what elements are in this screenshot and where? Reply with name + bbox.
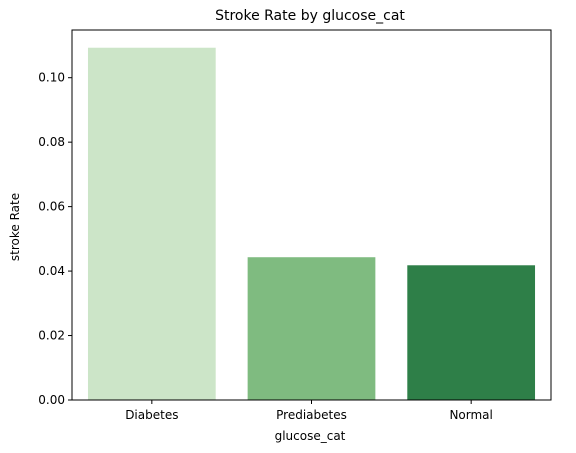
y-tick-label: 0.02: [38, 329, 65, 343]
y-tick-label: 0.10: [38, 71, 65, 85]
x-axis-label: glucose_cat: [275, 429, 346, 443]
x-tick-label: Prediabetes: [276, 408, 347, 422]
y-tick-label: 0.08: [38, 135, 65, 149]
x-tick-label: Diabetes: [125, 408, 178, 422]
y-tick-label: 0.06: [38, 200, 65, 214]
y-tick-label: 0.00: [38, 393, 65, 407]
chart-title: Stroke Rate by glucose_cat: [215, 8, 405, 24]
bar-diabetes: [87, 47, 216, 400]
bar-normal: [407, 265, 536, 400]
bar-prediabetes: [247, 257, 376, 400]
y-axis-label: stroke Rate: [8, 193, 22, 261]
x-tick-label: Normal: [449, 408, 492, 422]
y-tick-label: 0.04: [38, 264, 65, 278]
plot-area: 0.00 0.02 0.04 0.06 0.08 0.10 Diabetes Prediabe…: [38, 29, 552, 422]
